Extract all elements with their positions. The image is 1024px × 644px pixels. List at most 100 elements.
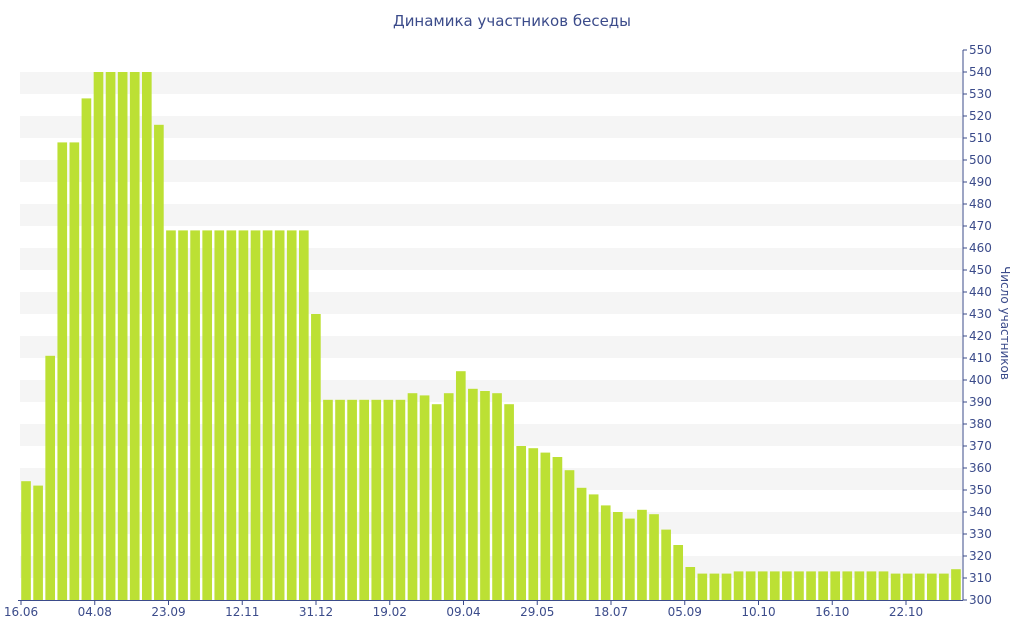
bar[interactable] xyxy=(323,399,333,600)
bar[interactable] xyxy=(178,230,188,600)
bar[interactable] xyxy=(419,395,430,600)
y-tick-label: 410 xyxy=(969,351,992,365)
bar[interactable] xyxy=(600,505,611,600)
bar[interactable] xyxy=(443,393,454,600)
bar[interactable] xyxy=(757,571,768,600)
bar[interactable] xyxy=(794,571,804,600)
bar[interactable] xyxy=(468,388,478,600)
bar[interactable] xyxy=(769,571,780,600)
grid-band xyxy=(20,72,962,94)
y-tick-label: 460 xyxy=(969,241,992,255)
bar[interactable] xyxy=(564,470,575,600)
bar[interactable] xyxy=(721,573,732,600)
y-tick-label: 500 xyxy=(969,153,992,167)
x-tick-label: 12.11 xyxy=(225,605,259,619)
bar[interactable] xyxy=(298,230,309,600)
bar[interactable] xyxy=(637,509,647,600)
bar[interactable] xyxy=(878,571,889,600)
bar[interactable] xyxy=(311,314,321,600)
y-axis: 300 310 320 330 340 350 360 370 380 390 400 410 420 4… xyxy=(962,43,992,607)
bar[interactable] xyxy=(274,230,285,600)
bar[interactable] xyxy=(431,404,442,600)
bar[interactable] xyxy=(154,124,164,601)
bar[interactable] xyxy=(226,230,237,600)
bar[interactable] xyxy=(661,529,671,600)
bar[interactable] xyxy=(93,72,104,600)
bar[interactable] xyxy=(649,514,659,600)
bar[interactable] xyxy=(129,72,140,600)
bar[interactable] xyxy=(540,452,551,600)
bar[interactable] xyxy=(395,399,406,600)
chart-title: Динамика участников беседы xyxy=(392,12,632,30)
bar[interactable] xyxy=(528,448,539,600)
bar[interactable] xyxy=(105,72,116,600)
bar[interactable] xyxy=(69,142,80,600)
bar[interactable] xyxy=(842,571,853,600)
bar[interactable] xyxy=(939,573,949,600)
bar[interactable] xyxy=(709,573,720,600)
bar[interactable] xyxy=(926,573,937,600)
y-tick-label: 480 xyxy=(969,197,992,211)
bar[interactable] xyxy=(625,518,635,600)
bar[interactable] xyxy=(552,457,563,600)
bar[interactable] xyxy=(782,571,792,600)
y-tick-label: 440 xyxy=(969,285,992,299)
bar[interactable] xyxy=(33,485,43,600)
bar[interactable] xyxy=(190,230,200,600)
bar[interactable] xyxy=(286,230,297,600)
bar[interactable] xyxy=(371,399,382,600)
bar[interactable] xyxy=(854,571,865,600)
bar[interactable] xyxy=(455,371,466,600)
bar[interactable] xyxy=(733,571,744,600)
y-tick-label: 310 xyxy=(969,571,992,585)
bar[interactable] xyxy=(57,142,68,600)
bar[interactable] xyxy=(359,399,370,600)
bar[interactable] xyxy=(504,404,514,600)
bar[interactable] xyxy=(806,571,816,600)
bar[interactable] xyxy=(951,569,961,600)
bar[interactable] xyxy=(202,230,213,600)
bar[interactable] xyxy=(685,567,696,600)
bar[interactable] xyxy=(697,573,708,600)
bar[interactable] xyxy=(21,481,31,600)
bar[interactable] xyxy=(117,72,128,600)
bar[interactable] xyxy=(238,230,249,600)
x-tick-label: 19.02 xyxy=(373,605,407,619)
bar[interactable] xyxy=(866,571,877,600)
bar[interactable] xyxy=(480,391,490,600)
bar[interactable] xyxy=(214,230,225,600)
bar[interactable] xyxy=(45,355,56,600)
bar[interactable] xyxy=(347,399,357,600)
bar[interactable] xyxy=(576,487,587,600)
bar[interactable] xyxy=(166,230,176,600)
x-tick-label: 04.08 xyxy=(78,605,112,619)
bar[interactable] xyxy=(407,393,418,600)
bar[interactable] xyxy=(141,72,152,600)
bar[interactable] xyxy=(516,446,527,600)
bar[interactable] xyxy=(250,230,261,600)
bar[interactable] xyxy=(890,573,901,600)
y-tick-label: 390 xyxy=(969,395,992,409)
bar[interactable] xyxy=(902,573,913,600)
bar[interactable] xyxy=(383,399,394,600)
bar[interactable] xyxy=(830,571,841,600)
y-tick-label: 530 xyxy=(969,87,992,101)
bar[interactable] xyxy=(745,571,756,600)
bar[interactable] xyxy=(588,494,599,600)
bar[interactable] xyxy=(673,545,684,600)
bar[interactable] xyxy=(492,393,502,600)
x-axis: 16.06 04.08 23.09 12.11 31.12 19.02 09.04 29.05… xyxy=(4,600,963,619)
y-axis-label: Число участников xyxy=(998,266,1012,380)
y-tick-label: 330 xyxy=(969,527,992,541)
y-tick-label: 470 xyxy=(969,219,992,233)
bar[interactable] xyxy=(914,573,925,600)
bar[interactable] xyxy=(335,399,345,600)
bar[interactable] xyxy=(612,512,623,600)
x-tick-label: 29.05 xyxy=(520,605,554,619)
y-tick-label: 350 xyxy=(969,483,992,497)
bar[interactable] xyxy=(818,571,828,600)
bar[interactable] xyxy=(81,98,92,601)
y-tick-label: 360 xyxy=(969,461,992,475)
bar[interactable] xyxy=(262,230,273,600)
